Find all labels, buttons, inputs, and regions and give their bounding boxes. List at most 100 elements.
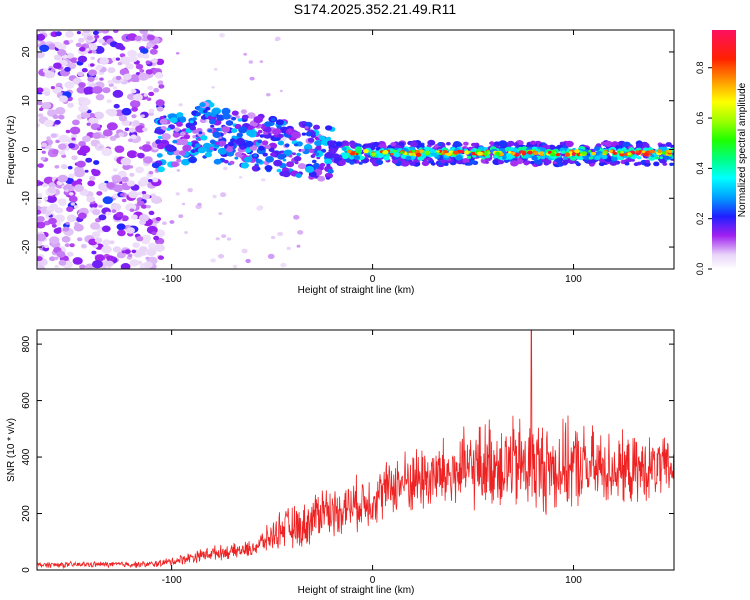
heatmap-cell	[629, 147, 634, 152]
heatmap-cell	[112, 168, 118, 172]
heatmap-cell	[227, 141, 235, 147]
heatmap-cell	[127, 33, 138, 41]
heatmap-cell	[409, 161, 416, 166]
y-tick-label: -10	[21, 191, 32, 206]
heatmap-cell	[363, 149, 369, 154]
heatmap-cell	[280, 262, 287, 268]
heatmap-cell	[655, 156, 659, 160]
heatmap-cell	[39, 107, 44, 111]
heatmap-cell	[102, 187, 109, 192]
heatmap-cell	[58, 95, 68, 103]
heatmap-cell	[245, 258, 251, 264]
heatmap-cell	[124, 73, 132, 80]
heatmap-cell	[221, 107, 231, 115]
heatmap-cell	[531, 155, 538, 161]
colorbar-tick-label: 0.8	[695, 61, 705, 74]
heatmap-cell	[349, 160, 355, 165]
heatmap-cell	[122, 164, 131, 170]
heatmap-cell	[149, 48, 158, 55]
heatmap-cell	[92, 132, 101, 139]
heatmap-cell	[561, 161, 568, 166]
heatmap-cell	[85, 157, 93, 163]
heatmap-cell	[48, 182, 57, 189]
heatmap-cell	[42, 68, 49, 73]
heatmap-cell	[540, 155, 546, 160]
heatmap-cell	[253, 116, 263, 124]
heatmap-cell	[277, 133, 284, 139]
heatmap-cell	[162, 221, 167, 225]
heatmap-cell	[118, 115, 128, 122]
heatmap-cell	[52, 86, 63, 95]
heatmap-cell	[111, 209, 117, 213]
heatmap-cell	[335, 141, 343, 147]
heatmap-cell	[495, 151, 501, 156]
heatmap-cell	[43, 119, 54, 128]
heatmap-cell	[265, 156, 274, 163]
heatmap-cell	[616, 150, 621, 154]
heatmap-cell	[94, 237, 103, 243]
heatmap-cell	[135, 63, 144, 70]
heatmap-cell	[218, 212, 223, 216]
heatmap-cell	[428, 148, 436, 154]
heatmap-cell	[148, 170, 154, 175]
heatmap-cell	[54, 119, 61, 125]
heatmap-cell	[390, 142, 397, 147]
heatmap-cell	[657, 149, 663, 154]
heatmap-cell	[197, 147, 207, 154]
heatmap-cell	[59, 150, 66, 156]
heatmap-cell	[98, 204, 103, 208]
heatmap-cell	[37, 209, 42, 215]
heatmap-cell	[440, 159, 446, 164]
heatmap-cell	[139, 176, 150, 185]
heatmap-cell	[410, 141, 418, 148]
heatmap-cell	[539, 147, 546, 153]
heatmap-cell	[77, 97, 85, 103]
heatmap-cell	[262, 152, 268, 157]
heatmap-cell	[91, 231, 101, 238]
heatmap-cell	[212, 194, 217, 199]
heatmap-cell	[182, 202, 186, 206]
heatmap-cell	[102, 196, 114, 205]
heatmap-cell	[238, 176, 243, 179]
heatmap-cell	[362, 159, 368, 164]
heatmap-cell	[446, 152, 452, 157]
heatmap-cell	[37, 113, 44, 118]
heatmap-cell	[98, 83, 103, 87]
heatmap-cell	[63, 185, 72, 191]
heatmap-cell	[281, 170, 291, 178]
heatmap-cell	[247, 112, 256, 119]
heatmap-cell	[113, 184, 124, 193]
heatmap-cell	[277, 231, 284, 237]
heatmap-cell	[637, 156, 642, 160]
heatmap-cell	[154, 72, 164, 79]
x-tick-label: 100	[565, 575, 582, 586]
heatmap-cell	[178, 150, 187, 156]
heatmap-cell	[126, 150, 138, 159]
heatmap-cell	[143, 93, 148, 97]
snr-y-label: SNR (10 * v/v)	[6, 418, 17, 482]
heatmap-cell	[257, 139, 263, 144]
heatmap-cell	[432, 153, 438, 157]
heatmap-cell	[139, 69, 145, 73]
heatmap-cell	[533, 151, 539, 155]
heatmap-cell	[78, 82, 86, 88]
heatmap-cell	[222, 113, 231, 120]
heatmap-cell	[148, 179, 153, 183]
heatmap-cell	[565, 140, 574, 148]
heatmap-cell	[66, 206, 74, 212]
snr-x-axis: -100 0 100	[162, 330, 582, 586]
heatmap-cell	[452, 141, 462, 148]
colorbar-axis: 0.0 0.2 0.4 0.6 0.8	[695, 61, 712, 275]
heatmap-cell	[594, 155, 601, 160]
heatmap-cell	[148, 112, 154, 116]
heatmap-cell	[60, 164, 68, 170]
heatmap-cell	[424, 150, 431, 155]
heatmap-cell	[89, 63, 95, 67]
heatmap-cell	[588, 156, 594, 160]
heatmap-cell	[43, 91, 51, 96]
heatmap-cell	[131, 249, 137, 254]
heatmap-cell	[641, 150, 646, 154]
heatmap-cell	[145, 60, 151, 65]
